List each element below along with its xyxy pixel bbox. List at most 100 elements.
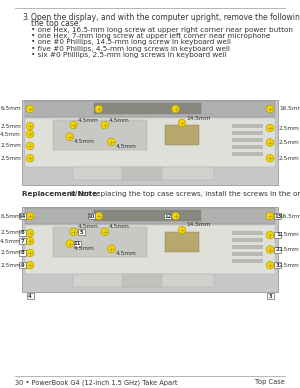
Text: 4.5mm: 4.5mm [109, 118, 130, 123]
Bar [19, 238, 26, 244]
Text: 4.5mm: 4.5mm [78, 118, 98, 123]
Circle shape [266, 124, 274, 132]
Circle shape [26, 212, 34, 220]
Circle shape [266, 246, 274, 253]
Text: Open the display, and with the computer upright, remove the following 14 screws : Open the display, and with the computer … [31, 13, 300, 22]
Circle shape [26, 229, 34, 237]
Text: 6.5mm: 6.5mm [0, 106, 21, 111]
Bar [232, 259, 262, 263]
Bar [232, 238, 262, 242]
Text: 2.5mm: 2.5mm [279, 232, 300, 237]
Text: 2: 2 [276, 247, 280, 252]
Bar [164, 213, 171, 219]
Text: 3: 3 [276, 263, 280, 268]
Circle shape [172, 212, 179, 220]
Text: 2.5mm: 2.5mm [0, 263, 21, 268]
Bar [274, 213, 281, 219]
Circle shape [172, 105, 179, 113]
Bar [19, 262, 26, 268]
Circle shape [70, 228, 77, 236]
Text: 2.5mm: 2.5mm [279, 156, 300, 161]
Circle shape [26, 262, 34, 269]
Circle shape [66, 133, 74, 140]
Bar [73, 274, 214, 287]
Bar [274, 262, 281, 268]
Text: When replacing the top case screws, install the screws in the order shown.: When replacing the top case screws, inst… [68, 191, 300, 197]
Bar [74, 241, 81, 247]
Bar [266, 293, 274, 299]
Text: 2.5mm: 2.5mm [279, 263, 300, 268]
Text: 6.5mm: 6.5mm [0, 213, 21, 218]
Text: Replacement Note:: Replacement Note: [22, 191, 100, 197]
Bar [232, 231, 262, 235]
Bar [73, 167, 214, 180]
Bar [122, 274, 162, 287]
Text: 11: 11 [74, 241, 81, 246]
Bar [19, 250, 26, 256]
Text: 5: 5 [80, 229, 83, 234]
Bar [25, 118, 275, 167]
Circle shape [26, 249, 34, 257]
Circle shape [95, 212, 103, 220]
Text: 16.5mm: 16.5mm [279, 106, 300, 111]
Circle shape [26, 154, 34, 162]
Circle shape [26, 142, 34, 150]
Bar [274, 246, 281, 253]
Text: 14.5mm: 14.5mm [186, 116, 211, 121]
Bar [22, 100, 278, 185]
Circle shape [26, 105, 34, 113]
Circle shape [266, 231, 274, 239]
Text: 9: 9 [20, 263, 24, 268]
Bar [25, 225, 275, 274]
Bar [165, 125, 199, 145]
Text: 2.5mm: 2.5mm [0, 230, 21, 236]
Text: 2.5mm: 2.5mm [0, 250, 21, 255]
Circle shape [266, 262, 274, 269]
Circle shape [266, 154, 274, 162]
Text: 4.5mm: 4.5mm [74, 246, 94, 251]
Bar [94, 103, 201, 114]
Text: 4.5mm: 4.5mm [116, 251, 136, 256]
Text: 4.5mm: 4.5mm [0, 239, 21, 244]
Circle shape [66, 240, 74, 248]
Bar [88, 213, 94, 219]
Bar [122, 167, 162, 180]
Bar [53, 227, 147, 257]
Circle shape [101, 121, 109, 129]
Bar [25, 208, 275, 224]
Text: • six #0 Phillips, 2.5-mm long screws in keyboard well: • six #0 Phillips, 2.5-mm long screws in… [31, 52, 227, 58]
Text: the top case:: the top case: [31, 19, 81, 28]
Text: 4: 4 [28, 293, 32, 298]
Text: 2.5mm: 2.5mm [279, 247, 300, 252]
Text: 4.5mm: 4.5mm [0, 132, 21, 137]
Text: 2.5mm: 2.5mm [0, 123, 21, 128]
Text: Top Case: Top Case [255, 379, 285, 385]
Text: 30 • PowerBook G4 (12-inch 1.5 GHz) Take Apart: 30 • PowerBook G4 (12-inch 1.5 GHz) Take… [15, 379, 178, 386]
Text: • one Hex, 7-mm long screw at upper left corner near microphone: • one Hex, 7-mm long screw at upper left… [31, 33, 270, 39]
Circle shape [266, 139, 274, 146]
Text: 4.5mm: 4.5mm [109, 225, 130, 229]
Bar [19, 230, 26, 236]
Circle shape [26, 237, 34, 245]
Text: • one #0 Phillips, 14.5-mm long screw in keyboard well: • one #0 Phillips, 14.5-mm long screw in… [31, 40, 231, 45]
Circle shape [95, 105, 103, 113]
Text: 3.: 3. [22, 13, 29, 22]
Circle shape [178, 226, 186, 234]
Bar [94, 210, 201, 221]
Text: • five #0 Phillips, 4.5-mm long screws in keyboard well: • five #0 Phillips, 4.5-mm long screws i… [31, 46, 230, 52]
Text: • one Hex, 16.5-mm long screw at upper right corner near power button: • one Hex, 16.5-mm long screw at upper r… [31, 27, 293, 33]
Bar [26, 293, 34, 299]
Text: 2.5mm: 2.5mm [0, 144, 21, 149]
Bar [232, 152, 262, 156]
Text: 2.5mm: 2.5mm [279, 125, 300, 130]
Circle shape [108, 245, 115, 253]
Circle shape [266, 212, 274, 220]
Bar [19, 213, 26, 219]
Bar [232, 252, 262, 256]
Bar [53, 120, 147, 151]
Bar [232, 131, 262, 135]
Text: 12: 12 [164, 213, 172, 218]
Circle shape [26, 122, 34, 130]
Circle shape [101, 228, 109, 236]
Circle shape [178, 119, 186, 127]
